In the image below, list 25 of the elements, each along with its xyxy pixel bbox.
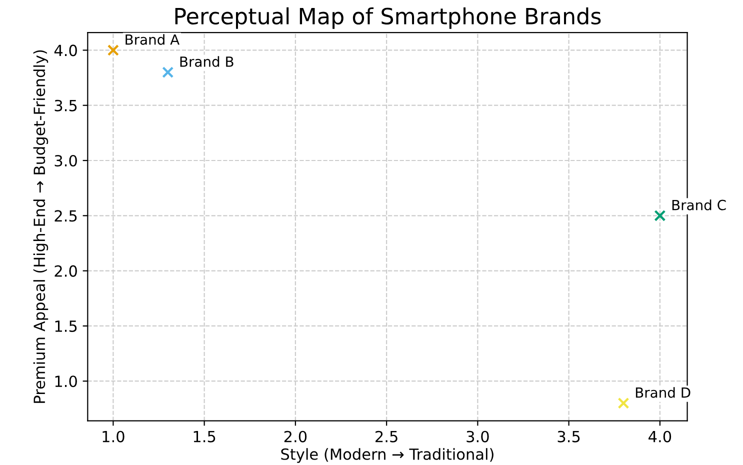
y-axis-title: Premium Appeal (High-End → Budget-Friendly) (33, 50, 48, 403)
x-tick-label: 2.0 (284, 430, 307, 442)
x-tick-label: 2.5 (376, 430, 398, 442)
x-tick-label: 4.0 (648, 430, 672, 442)
y-tick-label: 1.5 (55, 320, 77, 332)
series-label: Brand C (672, 200, 726, 210)
y-tick-label: 4.0 (54, 44, 77, 56)
point (618, 397, 630, 409)
point (162, 66, 174, 78)
y-tick-label: 3.0 (54, 154, 77, 167)
chart-title: Perceptual Map of Smartphone Brands (175, 7, 601, 29)
y-tick-label: 1.0 (55, 376, 77, 388)
series-label: Brand D (636, 387, 690, 398)
point (654, 210, 666, 222)
x-tick-label: 1.0 (102, 430, 124, 442)
x-axis-title: Style (Modern → Traditional) (281, 448, 494, 463)
y-tick-label: 2.0 (54, 265, 77, 277)
x-tick-label: 3.0 (466, 430, 489, 442)
y-tick-label: 3.5 (54, 100, 77, 112)
point (107, 44, 119, 56)
series-label: Brand B (180, 56, 234, 67)
x-tick-label: 1.5 (194, 431, 216, 442)
y-tick-label: 2.5 (54, 210, 77, 222)
series-label: Brand A (126, 34, 180, 45)
x-tick-label: 3.5 (558, 430, 580, 442)
